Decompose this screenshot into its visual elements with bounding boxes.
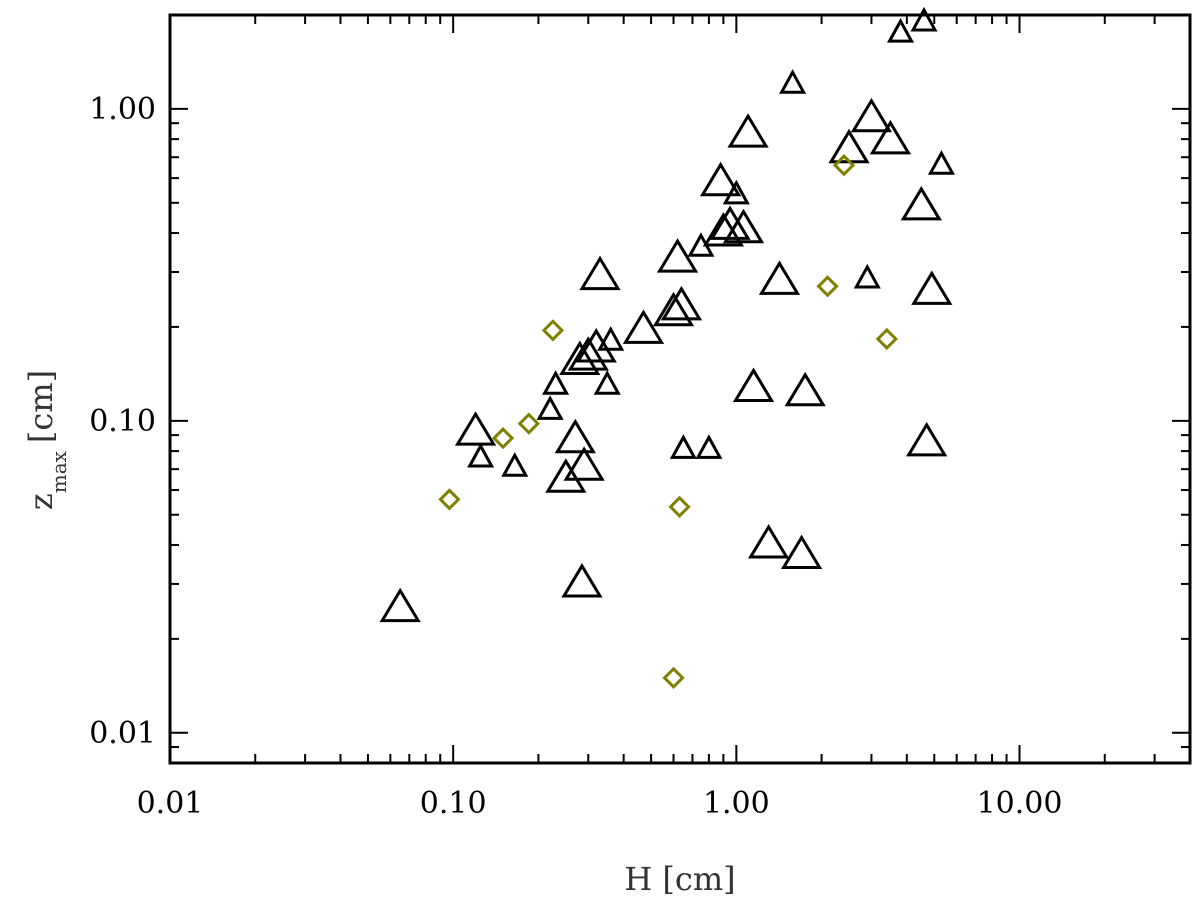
y-tick-label: 0.10 [89, 404, 156, 439]
triangle-point [545, 458, 587, 493]
triangle-point [911, 270, 953, 305]
triangle-point [779, 69, 807, 94]
x-tick-label: 0.10 [420, 786, 487, 821]
triangle-point [784, 371, 826, 407]
axis-ticks [169, 14, 1191, 764]
triangle-point [652, 291, 695, 327]
x-tick-label: 1.00 [703, 786, 770, 821]
diamond-point [875, 327, 898, 351]
triangle-point [563, 446, 605, 481]
triangle-point [597, 326, 625, 351]
diamond-point [832, 154, 856, 177]
triangle-point [575, 328, 617, 363]
data-points [379, 6, 955, 689]
triangle-point [467, 442, 495, 468]
diamond-point [491, 427, 515, 450]
plot-frame [168, 13, 1192, 765]
triangle-point [579, 255, 621, 291]
x-tick-label: 10.00 [977, 786, 1063, 821]
y-axis-label-main: z [22, 493, 60, 510]
triangle-point [927, 150, 955, 175]
y-axis-label-sub: max [47, 450, 71, 493]
triangle-point [709, 205, 751, 240]
triangle-point [828, 128, 870, 164]
triangle-point [850, 97, 893, 133]
triangle-point [699, 161, 742, 197]
triangle-point [379, 587, 421, 623]
x-tick-label: 0.01 [137, 786, 204, 821]
y-axis-label: zmax [cm] [22, 370, 71, 510]
triangle-point [669, 434, 697, 459]
triangle-point [622, 309, 665, 344]
y-axis-label-unit: [cm] [22, 370, 60, 443]
triangle-point [454, 411, 497, 446]
triangle-point [695, 434, 723, 459]
y-tick-label: 0.01 [89, 716, 156, 751]
triangle-point [501, 452, 529, 477]
triangle-point [886, 17, 915, 43]
triangle-point [727, 113, 769, 148]
triangle-point [561, 563, 603, 598]
diamond-point [662, 666, 685, 689]
diamond-point [517, 412, 540, 435]
triangle-point [567, 336, 609, 371]
triangle-point [542, 370, 570, 395]
y-axis-label-text: zmax [cm] [22, 370, 71, 510]
diamond-point [816, 275, 839, 298]
diamond-point [438, 488, 461, 511]
triangle-point [559, 340, 601, 375]
triangle-point [536, 395, 564, 420]
triangle-point [906, 421, 948, 457]
triangle-point [910, 6, 938, 32]
triangle-point [722, 179, 750, 205]
triangle-point [656, 238, 699, 273]
triangle-point [758, 260, 801, 295]
triangle-point [780, 534, 823, 570]
triangle-point [660, 285, 703, 321]
triangle-point [554, 418, 596, 454]
triangle-point [853, 263, 881, 289]
x-axis-label: H [cm] [624, 860, 735, 898]
triangle-point [900, 186, 942, 221]
triangle-point [869, 119, 912, 155]
triangle-point [732, 367, 775, 402]
diamond-point [541, 319, 565, 342]
triangle-point [593, 370, 621, 395]
triangle-point [722, 208, 765, 244]
tick-labels: 0.01 0.10 1.00 10.00 0.01 0.10 1.00 [89, 92, 1062, 821]
triangle-point [747, 524, 790, 559]
y-tick-label: 1.00 [89, 92, 156, 127]
diamond-point [668, 495, 691, 518]
